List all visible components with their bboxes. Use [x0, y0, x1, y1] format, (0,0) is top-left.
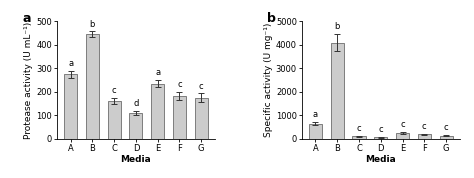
- Bar: [129, 113, 142, 139]
- Bar: [151, 84, 164, 139]
- Bar: [439, 136, 453, 139]
- Bar: [374, 137, 387, 139]
- Bar: [309, 124, 322, 139]
- Bar: [353, 137, 365, 139]
- Text: c: c: [400, 121, 405, 129]
- Bar: [108, 101, 121, 139]
- X-axis label: Media: Media: [365, 155, 396, 164]
- Bar: [64, 74, 77, 139]
- Text: c: c: [422, 122, 427, 131]
- Bar: [195, 98, 208, 139]
- Text: d: d: [133, 99, 138, 108]
- Text: c: c: [357, 124, 361, 133]
- Text: c: c: [112, 87, 117, 95]
- Y-axis label: Protease activity (U mL⁻¹): Protease activity (U mL⁻¹): [24, 22, 33, 139]
- Text: c: c: [444, 123, 448, 132]
- Text: c: c: [177, 80, 182, 89]
- Text: b: b: [90, 20, 95, 28]
- Bar: [396, 134, 409, 139]
- Text: b: b: [335, 22, 340, 31]
- Text: c: c: [378, 125, 383, 134]
- Text: a: a: [68, 59, 73, 68]
- Bar: [331, 43, 344, 139]
- Text: a: a: [313, 110, 318, 119]
- Text: b: b: [267, 12, 276, 25]
- Bar: [86, 34, 99, 139]
- Text: a: a: [22, 12, 31, 25]
- Text: c: c: [199, 82, 203, 91]
- Bar: [173, 96, 186, 139]
- X-axis label: Media: Media: [120, 155, 151, 164]
- Bar: [418, 135, 431, 139]
- Y-axis label: Specific activity (U mg⁻¹): Specific activity (U mg⁻¹): [264, 23, 273, 137]
- Text: a: a: [155, 68, 160, 77]
